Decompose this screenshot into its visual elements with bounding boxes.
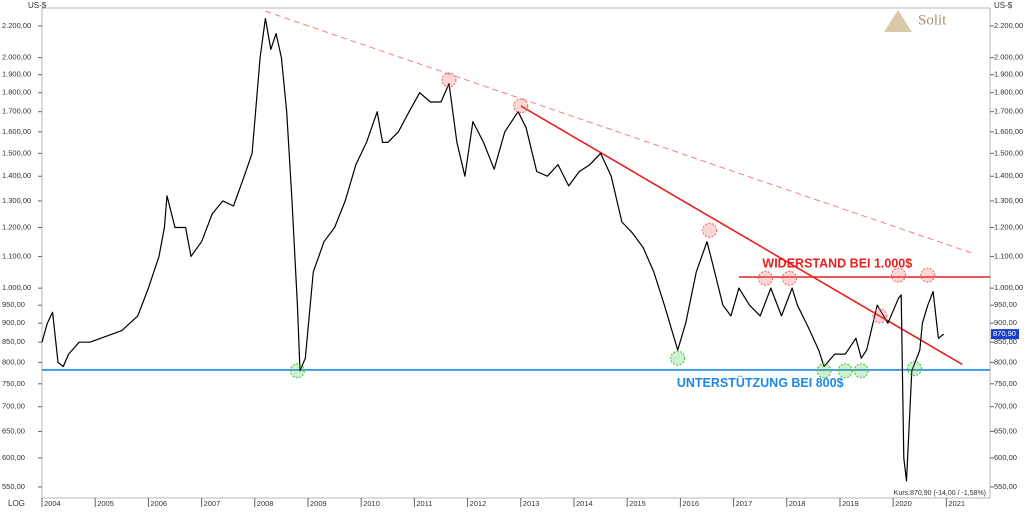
- x-tick-label: 2008: [257, 499, 274, 508]
- highlight-marker: [670, 350, 686, 366]
- y2-tick-label: 900,00: [994, 318, 1017, 327]
- y-axis-label: US-$: [28, 1, 47, 10]
- y-tick-label: 1.600,00: [2, 127, 31, 136]
- y2-tick-label: 1.900,00: [994, 70, 1023, 79]
- x-tick-label: 2020: [895, 499, 912, 508]
- highlight-marker: [758, 270, 774, 286]
- y-tick-label: 2.000,00: [2, 53, 31, 62]
- x-tick-label: 2012: [470, 499, 487, 508]
- y-tick-label: 1.400,00: [2, 171, 31, 180]
- y2-tick-label: 850,00: [994, 337, 1017, 346]
- highlight-marker: [890, 267, 906, 283]
- y-tick-label: 600,00: [2, 453, 25, 462]
- y2-tick-label: 2.200,00: [994, 21, 1023, 30]
- y-tick-label: 700,00: [2, 402, 25, 411]
- highlight-marker: [920, 267, 936, 283]
- highlight-marker: [816, 363, 832, 379]
- y2-tick-label: 1.700,00: [994, 107, 1023, 116]
- y2-tick-label: 1.100,00: [994, 251, 1023, 260]
- y-tick-label: 900,00: [2, 318, 25, 327]
- y-tick-label: 750,00: [2, 379, 25, 388]
- x-tick-label: 2009: [310, 499, 327, 508]
- last-value-box: [991, 329, 1019, 340]
- y-tick-label: 650,00: [2, 426, 25, 435]
- x-tick-label: 2004: [44, 499, 61, 508]
- x-tick-label: 2014: [576, 499, 593, 508]
- y-tick-label: 1.100,00: [2, 251, 31, 260]
- y-tick-label: 1.200,00: [2, 222, 31, 231]
- logo-text: Solit: [918, 12, 947, 28]
- annotation: UNTERSTÜTZUNG BEI 800$: [677, 375, 844, 390]
- y2-tick-label: 1.500,00: [994, 148, 1023, 157]
- x-tick-label: 2005: [97, 499, 114, 508]
- highlight-marker: [513, 98, 529, 114]
- highlight-marker: [872, 308, 888, 324]
- x-tick-label: 2007: [204, 499, 221, 508]
- annotation: WIDERSTAND BEI 1.000$: [762, 256, 912, 270]
- y2-tick-label: 1.800,00: [994, 88, 1023, 97]
- x-tick-label: 2010: [363, 499, 380, 508]
- footer: Kurs:870,90 (-14,00 / -1,58%): [894, 490, 986, 497]
- y2-tick-label: 750,00: [994, 379, 1017, 388]
- y2-axis-label: US-$: [994, 1, 1013, 10]
- scale-label: LOG: [8, 499, 25, 508]
- x-tick-label: 2015: [629, 499, 646, 508]
- y-tick-label: 1.700,00: [2, 107, 31, 116]
- highlight-marker: [441, 72, 457, 88]
- y2-tick-label: 1.200,00: [994, 222, 1023, 231]
- x-tick-label: 2016: [682, 499, 699, 508]
- last-value-label: 870,90: [993, 329, 1016, 338]
- y-tick-label: 1.800,00: [2, 88, 31, 97]
- y2-tick-label: 700,00: [994, 402, 1017, 411]
- y-tick-label: 2.200,00: [2, 21, 31, 30]
- x-tick-label: 2006: [150, 499, 167, 508]
- highlight-marker: [853, 363, 869, 379]
- x-tick-label: 2013: [523, 499, 540, 508]
- y-tick-label: 1.500,00: [2, 148, 31, 157]
- highlight-marker: [906, 361, 922, 377]
- y-tick-label: 950,00: [2, 300, 25, 309]
- plot-frame: [41, 7, 991, 499]
- highlight-marker: [702, 222, 718, 238]
- x-tick-label: 2017: [736, 499, 753, 508]
- y-tick-label: 550,00: [2, 482, 25, 491]
- x-tick-label: 2018: [789, 499, 806, 508]
- y2-tick-label: 800,00: [994, 357, 1017, 366]
- highlight-marker: [781, 270, 797, 286]
- y2-tick-label: 2.000,00: [994, 53, 1023, 62]
- y2-tick-label: 1.400,00: [994, 171, 1023, 180]
- x-tick-label: 2021: [948, 499, 965, 508]
- x-tick-label: 2019: [842, 499, 859, 508]
- y-tick-label: 800,00: [2, 357, 25, 366]
- y-tick-label: 850,00: [2, 337, 25, 346]
- y2-tick-label: 950,00: [994, 300, 1017, 309]
- y2-tick-label: 1.000,00: [994, 283, 1023, 292]
- y2-tick-label: 1.600,00: [994, 127, 1023, 136]
- x-tick-label: 2011: [416, 499, 432, 508]
- highlight-marker: [837, 363, 853, 379]
- y2-tick-label: 550,00: [994, 482, 1017, 491]
- y-tick-label: 1.300,00: [2, 196, 31, 205]
- logo-icon: [884, 10, 912, 32]
- y2-tick-label: 1.300,00: [994, 196, 1023, 205]
- trend-line: [265, 10, 974, 254]
- highlight-marker: [289, 363, 305, 379]
- y2-tick-label: 600,00: [994, 453, 1017, 462]
- y-tick-label: 1.900,00: [2, 70, 31, 79]
- price-line: [41, 17, 945, 482]
- y-tick-label: 1.000,00: [2, 283, 31, 292]
- logo: Solit: [884, 10, 947, 32]
- y2-tick-label: 650,00: [994, 426, 1017, 435]
